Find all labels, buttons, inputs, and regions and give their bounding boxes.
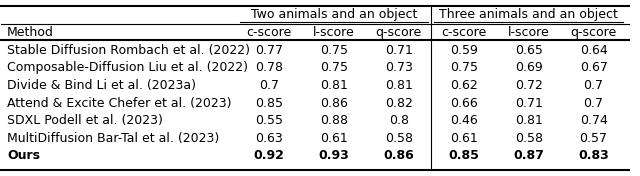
Text: q-score: q-score	[570, 26, 617, 39]
Text: l-score: l-score	[313, 26, 355, 39]
Text: Divide & Bind Li et al. (2023a): Divide & Bind Li et al. (2023a)	[7, 79, 196, 92]
Text: 0.88: 0.88	[320, 114, 348, 127]
Text: 0.77: 0.77	[255, 43, 283, 56]
Text: 0.55: 0.55	[255, 114, 283, 127]
Text: 0.86: 0.86	[383, 149, 414, 162]
Text: c-score: c-score	[441, 26, 486, 39]
Text: SDXL Podell et al. (2023): SDXL Podell et al. (2023)	[7, 114, 163, 127]
Text: 0.69: 0.69	[515, 61, 543, 74]
Text: Attend & Excite Chefer et al. (2023): Attend & Excite Chefer et al. (2023)	[7, 96, 232, 109]
Text: 0.7: 0.7	[584, 96, 604, 109]
Text: 0.93: 0.93	[319, 149, 349, 162]
Text: 0.74: 0.74	[580, 114, 607, 127]
Text: Stable Diffusion Rombach et al. (2022): Stable Diffusion Rombach et al. (2022)	[7, 43, 250, 56]
Text: 0.57: 0.57	[580, 132, 607, 145]
Text: 0.75: 0.75	[320, 61, 348, 74]
Text: 0.72: 0.72	[515, 79, 543, 92]
Text: 0.87: 0.87	[513, 149, 544, 162]
Text: 0.73: 0.73	[385, 61, 413, 74]
Text: 0.58: 0.58	[385, 132, 413, 145]
Text: MultiDiffusion Bar-Tal et al. (2023): MultiDiffusion Bar-Tal et al. (2023)	[7, 132, 220, 145]
Text: q-score: q-score	[376, 26, 422, 39]
Text: 0.7: 0.7	[584, 79, 604, 92]
Text: 0.67: 0.67	[580, 61, 607, 74]
Text: 0.65: 0.65	[515, 43, 543, 56]
Text: 0.83: 0.83	[578, 149, 609, 162]
Text: 0.64: 0.64	[580, 43, 607, 56]
Text: 0.81: 0.81	[320, 79, 348, 92]
Text: 0.59: 0.59	[450, 43, 477, 56]
Text: 0.62: 0.62	[450, 79, 477, 92]
Text: l-score: l-score	[508, 26, 550, 39]
Text: 0.7: 0.7	[259, 79, 279, 92]
Text: 0.8: 0.8	[388, 114, 409, 127]
Text: Two animals and an object: Two animals and an object	[251, 8, 417, 21]
Text: 0.71: 0.71	[385, 43, 413, 56]
Text: 0.66: 0.66	[450, 96, 477, 109]
Text: 0.82: 0.82	[385, 96, 413, 109]
Text: 0.92: 0.92	[253, 149, 284, 162]
Text: 0.63: 0.63	[255, 132, 283, 145]
Text: 0.58: 0.58	[515, 132, 543, 145]
Text: 0.78: 0.78	[255, 61, 283, 74]
Text: 0.85: 0.85	[255, 96, 283, 109]
Text: 0.85: 0.85	[448, 149, 479, 162]
Text: Ours: Ours	[7, 149, 40, 162]
Text: Method: Method	[7, 26, 54, 39]
Text: 0.61: 0.61	[320, 132, 348, 145]
Text: Three animals and an object: Three animals and an object	[439, 8, 618, 21]
Text: Composable-Diffusion Liu et al. (2022): Composable-Diffusion Liu et al. (2022)	[7, 61, 248, 74]
Text: 0.46: 0.46	[450, 114, 477, 127]
Text: c-score: c-score	[246, 26, 291, 39]
Text: 0.81: 0.81	[385, 79, 413, 92]
Text: 0.75: 0.75	[450, 61, 477, 74]
Text: 0.86: 0.86	[320, 96, 348, 109]
Text: 0.81: 0.81	[515, 114, 543, 127]
Text: 0.61: 0.61	[450, 132, 477, 145]
Text: 0.75: 0.75	[320, 43, 348, 56]
Text: 0.71: 0.71	[515, 96, 543, 109]
